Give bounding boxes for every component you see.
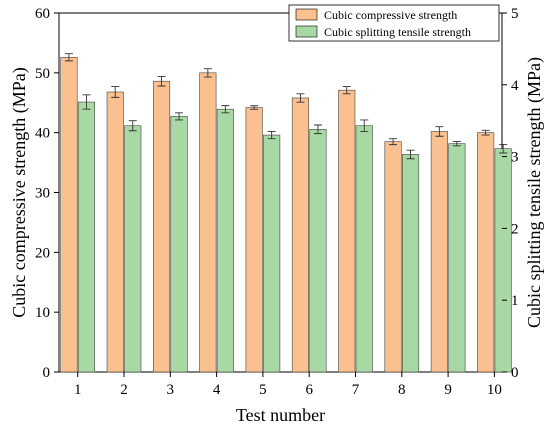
bar-tensile-5 (263, 134, 281, 373)
legend: Cubic compressive strength Cubic splitti… (288, 4, 500, 42)
error-bar-compressive-3 (157, 75, 166, 87)
y-axis-left-label: Cubic compressive strength (MPa) (9, 67, 30, 317)
x-tick-label: 2 (120, 382, 128, 398)
bar-tensile-8 (401, 154, 420, 373)
error-bar-tensile-1 (82, 94, 91, 110)
error-bar-tensile-8 (406, 149, 415, 160)
bar-compressive-5 (245, 107, 263, 373)
error-bar-tensile-6 (313, 124, 322, 135)
x-tick-label: 6 (305, 382, 313, 398)
y-left-tick-label: 50 (35, 66, 50, 82)
x-tick-label: 4 (213, 382, 221, 398)
error-bar-tensile-3 (175, 112, 184, 121)
error-bar-compressive-2 (111, 86, 120, 98)
x-tick-label: 3 (167, 382, 175, 398)
bar-tensile-6 (309, 129, 327, 373)
y-left-tick-label: 30 (35, 186, 50, 202)
bar-compressive-9 (430, 131, 448, 373)
y-left-tick-label: 20 (35, 245, 50, 261)
error-bar-compressive-4 (203, 68, 212, 78)
legend-swatch-compressive (295, 8, 318, 21)
y-right-tick-label: 4 (511, 78, 519, 94)
y-right-tick-label: 2 (511, 221, 519, 237)
x-tick-label: 8 (398, 382, 406, 398)
error-bar-compressive-9 (435, 126, 444, 137)
bar-tensile-4 (216, 108, 234, 373)
x-tick-label: 7 (352, 382, 360, 398)
error-bar-compressive-7 (342, 86, 351, 95)
legend-box (288, 4, 500, 42)
x-tick-label: 10 (487, 382, 502, 398)
bar-compressive-3 (153, 80, 171, 373)
bar-compressive-4 (199, 72, 217, 373)
y-left-tick-label: 60 (35, 6, 50, 22)
x-axis-label: Test number (236, 405, 325, 425)
bar-tensile-7 (355, 125, 373, 373)
y-right-tick-label: 0 (511, 365, 519, 381)
y-left-tick-label: 40 (35, 126, 50, 142)
y-left-tick-label: 10 (35, 305, 50, 321)
bar-compressive-10 (477, 132, 495, 373)
error-bar-tensile-9 (452, 141, 461, 147)
bar-compressive-2 (106, 91, 124, 373)
y-right-tick-label: 3 (511, 150, 519, 166)
bar-compressive-8 (384, 141, 402, 373)
axes: 0 10 20 30 40 50 60 0 1 2 3 4 5 1 2 3 4 5 6 7 8 9 10 (35, 6, 519, 398)
bar-compressive-7 (338, 89, 356, 373)
legend-label-tensile: Cubic splitting tensile strength (324, 25, 471, 39)
bar-marks (60, 53, 512, 373)
error-bar-tensile-4 (221, 105, 230, 114)
y-right-tick-label: 5 (511, 6, 519, 22)
bar-compressive-1 (60, 56, 78, 373)
y-right-tick-label: 1 (511, 293, 519, 309)
bar-tensile-3 (170, 116, 188, 373)
y-left-tick-label: 0 (43, 365, 51, 381)
error-bar-tensile-2 (128, 120, 137, 132)
bar-tensile-9 (448, 143, 466, 373)
x-tick-label: 1 (74, 382, 82, 398)
legend-label-compressive: Cubic compressive strength (324, 8, 457, 22)
legend-swatch-tensile (295, 25, 318, 38)
bar-compressive-6 (291, 97, 310, 373)
bar-tensile-10 (494, 148, 512, 373)
bar-tensile-2 (124, 125, 142, 373)
error-bar-tensile-5 (267, 131, 276, 140)
x-tick-label: 5 (259, 382, 267, 398)
error-bar-compressive-10 (481, 129, 490, 136)
y-axis-right-label: Cubic splitting tensile strength (MPa) (524, 57, 545, 328)
error-bar-tensile-10 (499, 143, 508, 154)
error-bar-tensile-7 (360, 119, 369, 132)
error-bar-compressive-6 (296, 93, 305, 103)
error-bar-compressive-5 (250, 105, 259, 110)
bar-tensile-1 (77, 101, 95, 373)
x-tick-label: 9 (444, 382, 452, 398)
error-bar-compressive-1 (64, 53, 73, 62)
error-bar-compressive-8 (389, 138, 398, 146)
